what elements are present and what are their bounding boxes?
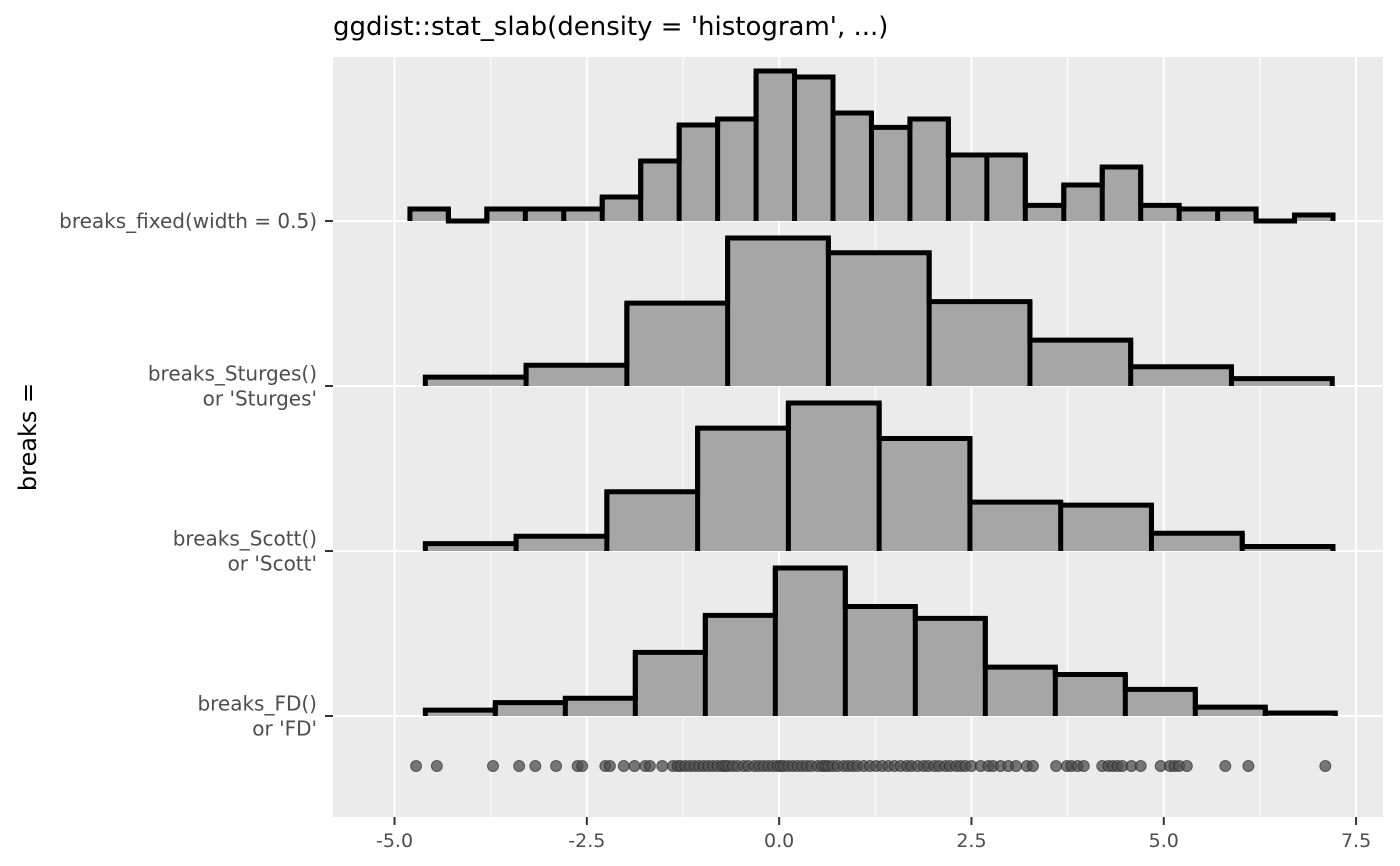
bar-0-14 [948, 155, 987, 221]
point-82 [1010, 760, 1023, 772]
outline-1 [422, 235, 1335, 386]
bar-2-4 [788, 403, 880, 551]
x-tick-label-5: 7.5 [1341, 830, 1371, 852]
bar-3-8 [985, 667, 1056, 716]
bar-3-0 [425, 710, 496, 716]
bar-3-5 [775, 568, 846, 716]
point-4 [529, 760, 542, 772]
point-7 [576, 760, 589, 772]
histogram-slabs [407, 68, 1338, 716]
point-96 [1134, 760, 1147, 772]
point-102 [1219, 760, 1232, 772]
category-label-2-0: breaks_Scott() [173, 527, 317, 551]
bar-1-6 [1029, 340, 1131, 386]
bar-0-17 [1063, 185, 1103, 221]
bar-3-2 [565, 698, 636, 716]
x-tick-label-4: 5.0 [1149, 830, 1179, 852]
bar-1-2 [626, 303, 728, 386]
bar-1-5 [929, 301, 1030, 386]
bar-0-11 [833, 113, 872, 221]
bar-3-1 [495, 702, 566, 716]
bar-3-11 [1195, 707, 1266, 716]
x-tick-label-1: -2.5 [568, 830, 605, 852]
bar-0-23 [1294, 215, 1333, 221]
category-label-1-0: breaks_Sturges() [148, 362, 317, 386]
bar-3-4 [705, 615, 776, 716]
bar-0-5 [602, 197, 641, 221]
category-label-3-1: or 'FD' [252, 717, 317, 741]
bar-3-3 [635, 652, 706, 716]
bar-0-16 [1025, 205, 1064, 221]
bar-1-7 [1130, 366, 1232, 386]
point-5 [550, 760, 563, 772]
bar-0-19 [1140, 205, 1180, 221]
bar-0-18 [1102, 167, 1141, 221]
chart-title: ggdist::stat_slab(density = 'histogram',… [333, 12, 888, 42]
bar-2-1 [516, 536, 607, 551]
category-labels: breaks_fixed(width = 0.5) breaks_Sturges(… [59, 209, 333, 741]
point-104 [1319, 760, 1332, 772]
bar-1-4 [828, 252, 930, 386]
x-axis-ticks: -5.0 -2.5 0.0 2.5 5.0 7.5 [376, 817, 1371, 852]
bar-2-7 [1060, 505, 1152, 551]
bar-2-3 [697, 428, 789, 551]
bar-0-7 [679, 125, 718, 221]
bar-0-9 [756, 71, 795, 221]
slab-0 [407, 68, 1336, 224]
x-tick-label-2: 0.0 [764, 830, 794, 852]
bar-0-0 [409, 209, 449, 221]
bar-1-1 [526, 365, 627, 386]
bar-0-3 [525, 209, 564, 221]
data-points [410, 760, 1332, 772]
bar-0-21 [1217, 209, 1257, 221]
bar-3-9 [1055, 674, 1126, 716]
bar-2-2 [606, 491, 698, 551]
point-85 [1050, 760, 1063, 772]
bar-0-12 [871, 127, 910, 221]
point-84 [1027, 760, 1039, 772]
point-14 [656, 760, 669, 772]
point-11 [628, 760, 641, 772]
point-89 [1077, 760, 1090, 772]
bar-0-13 [909, 119, 949, 221]
x-tick-label-0: -5.0 [376, 830, 413, 852]
category-label-3-0: breaks_FD() [197, 692, 317, 716]
category-label-0-0: breaks_fixed(width = 0.5) [59, 209, 317, 233]
bar-0-8 [717, 119, 757, 221]
bar-0-10 [794, 77, 833, 221]
y-axis-title: breaks = [14, 383, 42, 491]
slab-1 [422, 235, 1335, 386]
bar-0-2 [486, 209, 526, 221]
bar-3-7 [915, 618, 986, 716]
bar-2-5 [879, 438, 970, 551]
bar-3-6 [845, 606, 916, 716]
point-1 [430, 760, 443, 772]
point-2 [487, 760, 499, 772]
point-13 [643, 760, 656, 772]
bar-0-6 [640, 161, 680, 221]
bar-0-15 [986, 155, 1026, 221]
point-3 [513, 760, 526, 772]
point-103 [1242, 760, 1255, 772]
bar-1-8 [1231, 378, 1333, 386]
point-0 [410, 760, 423, 772]
point-9 [603, 760, 616, 772]
x-tick-label-3: 2.5 [956, 830, 986, 852]
slab-2 [422, 400, 1336, 551]
bar-1-0 [425, 377, 527, 386]
bar-2-8 [1151, 533, 1243, 551]
bar-3-10 [1125, 689, 1196, 716]
point-101 [1180, 760, 1193, 772]
category-label-2-1: or 'Scott' [228, 552, 317, 576]
bar-0-4 [563, 209, 603, 221]
bar-2-0 [425, 543, 517, 551]
slab-3 [422, 565, 1338, 716]
bar-1-3 [727, 238, 829, 386]
category-label-1-1: or 'Sturges' [203, 387, 317, 411]
bar-2-6 [969, 502, 1061, 551]
point-10 [617, 760, 630, 772]
bar-0-20 [1179, 209, 1218, 221]
